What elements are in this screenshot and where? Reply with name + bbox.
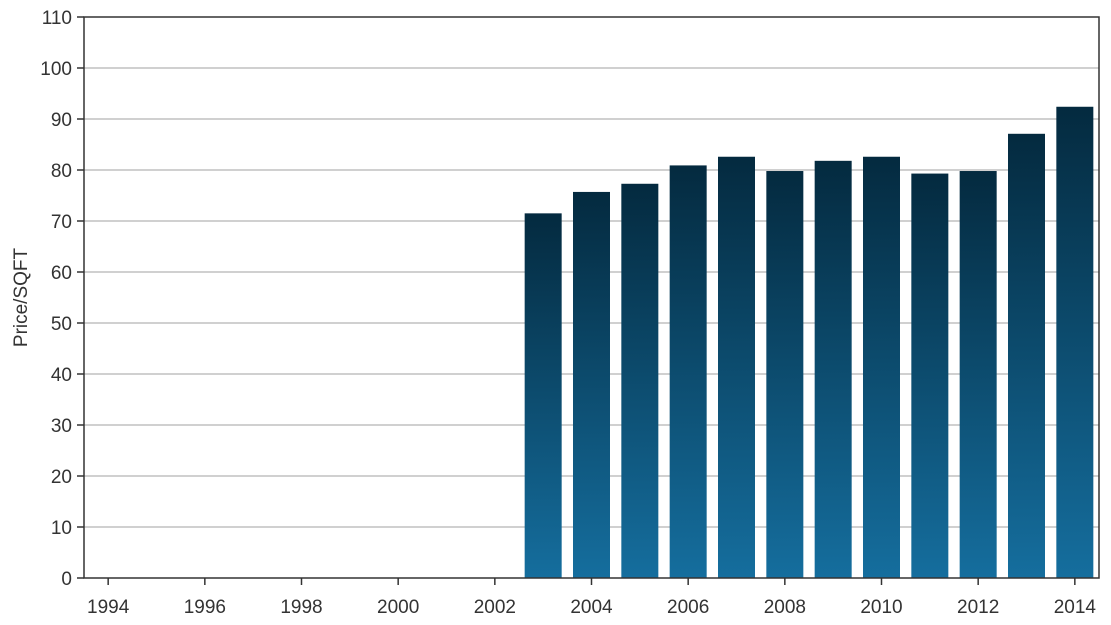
y-tick-label: 90 [51, 110, 72, 131]
x-tick-label: 1996 [184, 597, 226, 618]
bars [524, 106, 1094, 579]
x-tick-label: 2010 [860, 597, 902, 618]
axes [77, 16, 1100, 585]
y-tick-label: 40 [51, 365, 72, 386]
y-tick-label: 30 [51, 416, 72, 437]
x-tick-label: 2000 [377, 597, 419, 618]
y-tick-label: 110 [42, 8, 72, 29]
y-tick-label: 20 [51, 467, 72, 488]
x-tick-label: 1994 [87, 597, 130, 618]
bar-2006 [669, 165, 707, 578]
bar-2008 [766, 171, 804, 578]
y-tick-label: 70 [51, 212, 72, 233]
bar-2014 [1056, 106, 1094, 578]
bar-2013 [1008, 133, 1045, 579]
x-tick-label: 2012 [957, 597, 999, 618]
bar-2009 [814, 160, 852, 578]
y-tick-label: 100 [40, 59, 72, 80]
x-tick-label: 1998 [280, 597, 322, 618]
y-tick-label: 50 [51, 314, 72, 335]
bar-2005 [621, 183, 659, 578]
x-tick-label: 2008 [764, 597, 806, 618]
y-tick-label: 60 [51, 263, 72, 284]
bar-2012 [959, 171, 997, 578]
x-tick-label: 2002 [474, 597, 516, 618]
bar-2011 [911, 173, 949, 578]
x-tick-label: 2004 [570, 597, 613, 618]
bar-2003 [524, 213, 562, 578]
bar-2010 [863, 156, 900, 579]
x-tick-label: 2006 [667, 597, 709, 618]
tick-labels: 0 10 20 30 40 50 60 70 80 90 100 110 1994 1996 1998 200… [40, 8, 1096, 618]
y-axis-title: Price/SQFT [11, 247, 32, 347]
bar-2007 [718, 156, 755, 579]
y-tick-label: 0 [61, 569, 72, 590]
bar-2004 [573, 191, 610, 578]
x-tick-label: 2014 [1054, 597, 1097, 618]
y-tick-label: 80 [51, 161, 72, 182]
y-tick-label: 10 [51, 518, 72, 539]
